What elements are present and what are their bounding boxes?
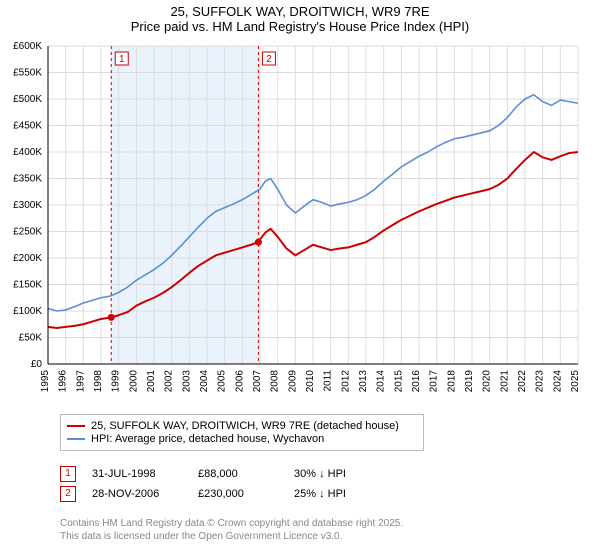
svg-text:2012: 2012 <box>340 370 351 393</box>
marker-num-2: 2 <box>60 486 76 502</box>
legend-swatch-1 <box>67 425 85 427</box>
svg-text:£0: £0 <box>31 359 43 370</box>
svg-text:£500K: £500K <box>13 94 42 105</box>
footer-line2: This data is licensed under the Open Gov… <box>60 531 580 544</box>
svg-text:2014: 2014 <box>376 370 387 393</box>
line-chart: £0£50K£100K£150K£200K£250K£300K£350K£400… <box>48 42 584 404</box>
svg-text:2017: 2017 <box>429 370 440 393</box>
marker-price-1: £88,000 <box>198 468 278 480</box>
svg-text:2007: 2007 <box>252 370 263 393</box>
page-title-line2: Price paid vs. HM Land Registry's House … <box>0 19 600 38</box>
svg-text:2023: 2023 <box>535 370 546 393</box>
svg-text:2009: 2009 <box>287 370 298 393</box>
svg-text:1996: 1996 <box>58 370 69 393</box>
svg-text:2022: 2022 <box>517 370 528 393</box>
legend-label-1: 25, SUFFOLK WAY, DROITWICH, WR9 7RE (det… <box>91 420 399 432</box>
svg-text:2006: 2006 <box>234 370 245 393</box>
marker-note-1: 30% ↓ HPI <box>294 468 346 480</box>
svg-text:2021: 2021 <box>499 370 510 393</box>
svg-text:2020: 2020 <box>482 370 493 393</box>
svg-text:2018: 2018 <box>446 370 457 393</box>
marker-table: 1 31-JUL-1998 £88,000 30% ↓ HPI 2 28-NOV… <box>60 462 346 506</box>
legend-item: 25, SUFFOLK WAY, DROITWICH, WR9 7RE (det… <box>67 420 417 432</box>
legend-item: HPI: Average price, detached house, Wych… <box>67 433 417 445</box>
svg-text:£100K: £100K <box>13 306 42 317</box>
marker-num-1: 1 <box>60 466 76 482</box>
page-title-line1: 25, SUFFOLK WAY, DROITWICH, WR9 7RE <box>0 0 600 19</box>
svg-text:2: 2 <box>266 54 272 65</box>
svg-text:2010: 2010 <box>305 370 316 393</box>
svg-text:2013: 2013 <box>358 370 369 393</box>
svg-text:2011: 2011 <box>323 370 334 392</box>
svg-text:2019: 2019 <box>464 370 475 393</box>
svg-text:2000: 2000 <box>128 370 139 393</box>
svg-text:1997: 1997 <box>75 370 86 393</box>
marker-row: 1 31-JUL-1998 £88,000 30% ↓ HPI <box>60 466 346 482</box>
svg-text:2003: 2003 <box>181 370 192 393</box>
legend-label-2: HPI: Average price, detached house, Wych… <box>91 433 324 445</box>
svg-text:£250K: £250K <box>13 227 42 238</box>
marker-note-2: 25% ↓ HPI <box>294 488 346 500</box>
svg-text:1995: 1995 <box>40 370 51 393</box>
svg-text:£200K: £200K <box>13 253 42 264</box>
svg-text:£300K: £300K <box>13 200 42 211</box>
svg-text:£400K: £400K <box>13 147 42 158</box>
svg-text:2008: 2008 <box>270 370 281 393</box>
svg-text:2024: 2024 <box>552 370 563 393</box>
svg-text:£450K: £450K <box>13 121 42 132</box>
svg-text:£550K: £550K <box>13 68 42 79</box>
svg-text:2002: 2002 <box>164 370 175 393</box>
svg-text:£150K: £150K <box>13 280 42 291</box>
svg-text:1: 1 <box>119 54 125 65</box>
svg-text:2004: 2004 <box>199 370 210 393</box>
footer: Contains HM Land Registry data © Crown c… <box>60 518 580 543</box>
marker-date-2: 28-NOV-2006 <box>92 488 182 500</box>
svg-text:2016: 2016 <box>411 370 422 393</box>
svg-text:2015: 2015 <box>393 370 404 393</box>
chart-area: £0£50K£100K£150K£200K£250K£300K£350K£400… <box>48 42 584 404</box>
svg-text:2005: 2005 <box>217 370 228 393</box>
svg-text:1998: 1998 <box>93 370 104 393</box>
marker-date-1: 31-JUL-1998 <box>92 468 182 480</box>
svg-text:£600K: £600K <box>13 41 42 52</box>
svg-text:2025: 2025 <box>570 370 581 393</box>
marker-row: 2 28-NOV-2006 £230,000 25% ↓ HPI <box>60 486 346 502</box>
legend: 25, SUFFOLK WAY, DROITWICH, WR9 7RE (det… <box>60 414 424 451</box>
footer-line1: Contains HM Land Registry data © Crown c… <box>60 518 580 531</box>
svg-text:1999: 1999 <box>111 370 122 393</box>
legend-swatch-2 <box>67 438 85 440</box>
svg-text:£50K: £50K <box>19 333 43 344</box>
marker-price-2: £230,000 <box>198 488 278 500</box>
svg-text:£350K: £350K <box>13 174 42 185</box>
svg-text:2001: 2001 <box>146 370 157 393</box>
